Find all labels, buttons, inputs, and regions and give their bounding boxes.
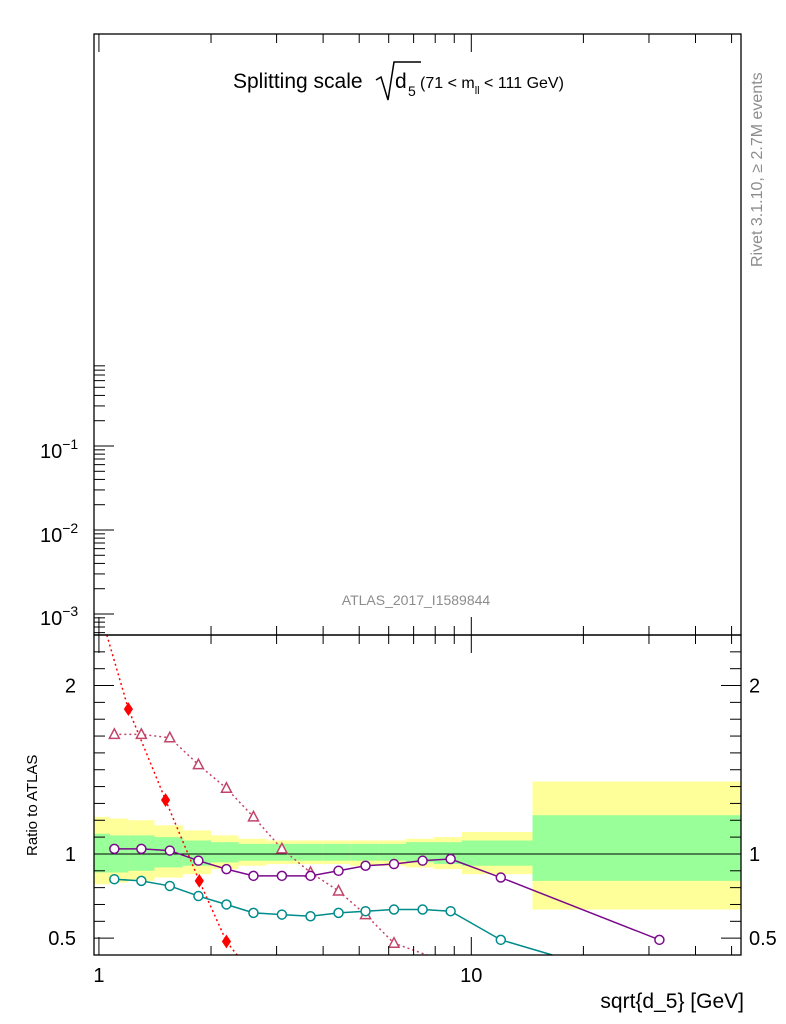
ratio-tick-label: 2 (65, 676, 76, 698)
data-point (388, 858, 400, 870)
band-inner (461, 840, 533, 866)
x-tick-label: 10 (460, 965, 482, 987)
data-point (193, 855, 204, 866)
data-point (654, 934, 665, 946)
sqrt-symbol (375, 61, 421, 101)
data-point (417, 904, 428, 915)
data-point (194, 873, 204, 888)
ratio-panel-frame (93, 634, 742, 956)
ratio-series (106, 634, 665, 956)
data-point (276, 909, 288, 920)
band-inner (94, 833, 110, 873)
ratio-tick-label: 0.5 (48, 928, 76, 950)
ratio-tick-label-right: 2 (749, 676, 760, 698)
ratio-tick-label: 1 (65, 844, 76, 866)
data-point (164, 880, 176, 892)
top-tick-label-3: 10−3 (40, 603, 78, 630)
data-point (360, 905, 371, 917)
data-point (333, 907, 344, 919)
x-tick-labels: 1 10 (93, 965, 482, 987)
data-point (248, 907, 259, 919)
series-line (114, 733, 428, 956)
data-point (163, 730, 177, 743)
svg-text:Splitting scale: Splitting scale (233, 70, 363, 93)
ratio-tick-label-right: 1 (749, 844, 760, 866)
band-inner (211, 842, 239, 863)
svg-text:5: 5 (408, 83, 416, 99)
data-point (247, 809, 260, 822)
top-panel-ticks (94, 34, 733, 635)
band-inner (406, 842, 434, 863)
band-inner (238, 843, 267, 861)
top-panel-frame (93, 33, 742, 636)
data-point (221, 899, 232, 910)
ratio-tick-labels: 0.5 0.5 1 1 2 2 (48, 676, 777, 951)
band-inner (378, 843, 407, 861)
data-point (387, 936, 401, 948)
top-tick-label-2: 10−2 (40, 520, 78, 547)
data-point (109, 873, 120, 885)
svg-text:d: d (395, 70, 407, 93)
series-line (114, 878, 553, 956)
band-inner (322, 843, 351, 861)
data-point (136, 875, 147, 887)
data-point (445, 853, 456, 865)
data-point (333, 865, 344, 877)
data-point (123, 702, 134, 717)
series-line (106, 634, 238, 956)
analysis-tag: ATLAS_2017_I1589844 (342, 592, 491, 608)
data-point (221, 863, 232, 875)
data-point (305, 870, 316, 882)
data-point (135, 727, 148, 740)
data-point (160, 793, 171, 807)
rivet-version-label: Rivet 3.1.10, ≥ 2.7M events (749, 72, 766, 267)
x-tick-label: 1 (93, 965, 104, 987)
data-point (445, 905, 456, 917)
x-axis-label: sqrt{d_5} [GeV] (600, 990, 744, 1013)
ratio-tick-label-right: 0.5 (749, 928, 777, 950)
data-point (221, 934, 232, 949)
data-point (495, 872, 507, 883)
band-inner (532, 815, 741, 881)
data-point (248, 870, 259, 882)
data-point (275, 841, 289, 854)
band-inner (294, 843, 323, 861)
data-point (220, 781, 233, 794)
chart-title: Splitting scale d 5 (71 < mll < 111 GeV) (233, 61, 564, 101)
uncertainty-bands (94, 781, 741, 910)
data-point (360, 860, 371, 871)
top-tick-label-1: 10−1 (40, 436, 78, 463)
data-point (109, 843, 120, 855)
data-point (276, 870, 288, 882)
band-inner (350, 843, 379, 861)
data-point (193, 890, 204, 902)
ratio-axis-label: Ratio to ATLAS (24, 755, 41, 856)
data-point (417, 855, 428, 866)
data-point (332, 883, 345, 896)
data-point (136, 843, 147, 855)
data-point (192, 757, 205, 770)
ratio-panel-ticks (94, 635, 741, 955)
data-point (108, 727, 121, 740)
data-point (305, 911, 316, 922)
svg-text:(71 < mll < 111 GeV): (71 < mll < 111 GeV) (420, 75, 564, 97)
data-point (495, 934, 507, 946)
data-point (164, 845, 176, 856)
data-point (388, 904, 400, 915)
